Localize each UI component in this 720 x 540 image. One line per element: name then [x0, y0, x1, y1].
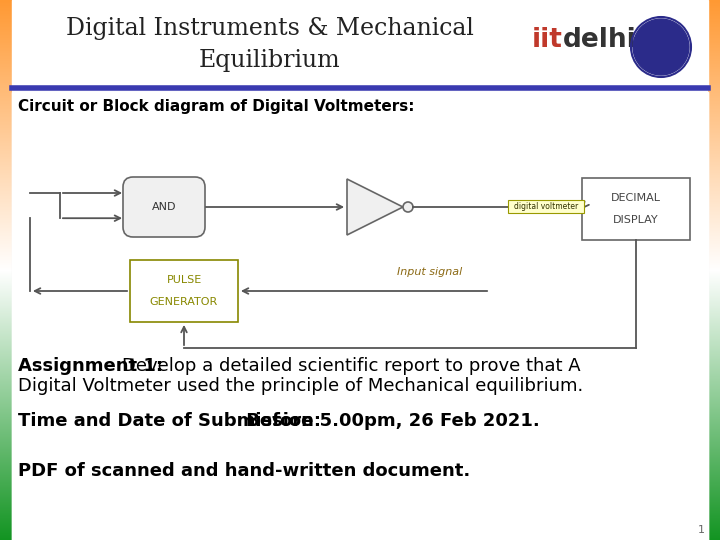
Polygon shape	[347, 179, 403, 235]
Text: Time and Date of Submission:: Time and Date of Submission:	[18, 412, 321, 430]
Text: delhi: delhi	[563, 27, 636, 53]
Bar	[12, 92, 708, 540]
Text: digital voltmeter: digital voltmeter	[514, 202, 578, 211]
Text: Digital Voltmeter used the principle of Mechanical equilibrium.: Digital Voltmeter used the principle of …	[18, 377, 583, 395]
FancyBboxPatch shape	[130, 260, 238, 322]
Text: Digital Instruments & Mechanical: Digital Instruments & Mechanical	[66, 17, 474, 39]
Text: PDF of scanned and hand-written document.: PDF of scanned and hand-written document…	[18, 462, 470, 480]
Circle shape	[657, 43, 665, 51]
Circle shape	[638, 24, 684, 70]
Circle shape	[642, 28, 680, 66]
Circle shape	[654, 40, 668, 54]
Text: DISPLAY: DISPLAY	[613, 215, 659, 225]
Text: Before 5.00pm, 26 Feb 2021.: Before 5.00pm, 26 Feb 2021.	[240, 412, 540, 430]
Circle shape	[646, 32, 676, 62]
Text: Develop a detailed scientific report to prove that A: Develop a detailed scientific report to …	[122, 357, 580, 375]
Text: GENERATOR: GENERATOR	[150, 297, 218, 307]
FancyBboxPatch shape	[582, 178, 690, 240]
Text: Input signal: Input signal	[397, 267, 463, 277]
Bar	[12, 0, 708, 88]
Circle shape	[633, 19, 689, 75]
Text: Circuit or Block diagram of Digital Voltmeters:: Circuit or Block diagram of Digital Volt…	[18, 98, 415, 113]
Circle shape	[650, 36, 672, 58]
Text: PULSE: PULSE	[166, 275, 202, 285]
FancyBboxPatch shape	[508, 200, 584, 213]
Text: DECIMAL: DECIMAL	[611, 193, 661, 203]
Circle shape	[403, 202, 413, 212]
Text: iit: iit	[532, 27, 563, 53]
Text: AND: AND	[152, 202, 176, 212]
Text: Equilibrium: Equilibrium	[199, 49, 341, 71]
Text: Assignment 1:: Assignment 1:	[18, 357, 163, 375]
Text: 1: 1	[698, 525, 705, 535]
Bar	[12, 92, 708, 540]
FancyBboxPatch shape	[123, 177, 205, 237]
